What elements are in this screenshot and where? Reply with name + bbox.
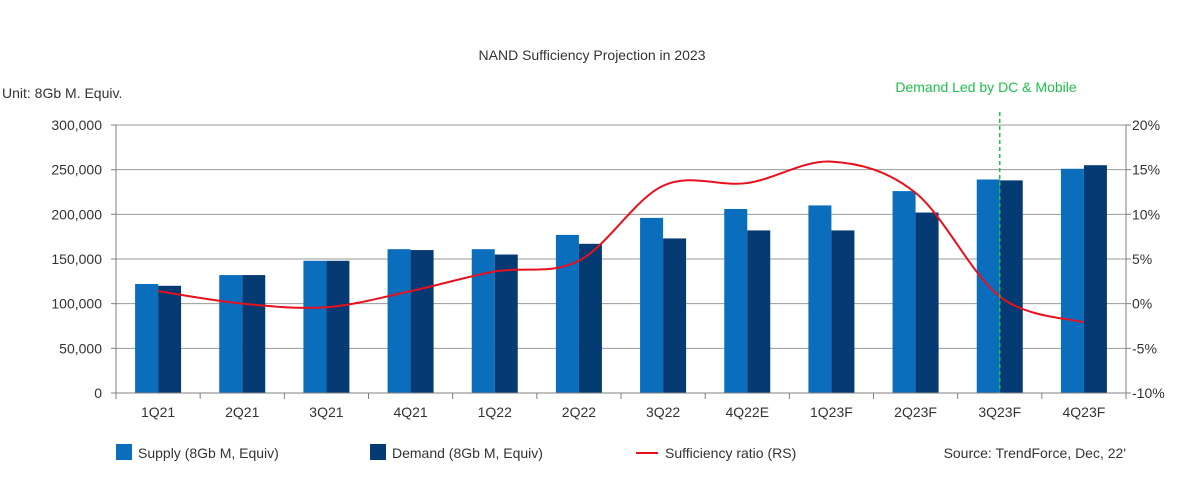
y-tick-label: 200,000 [51,206,102,222]
y-tick-label: 100,000 [51,296,102,312]
bar-supply [1060,168,1084,393]
annotation-label: Demand Led by DC & Mobile [895,79,1077,95]
gridlines [116,124,1126,349]
ratio-line-group [157,160,1085,324]
y2-tick-label: 20% [1132,117,1160,133]
y2-tick-label: 5% [1132,251,1152,267]
y2-tick-label: -5% [1132,340,1157,356]
unit-label: Unit: 8Gb M. Equiv. [2,85,122,101]
bar-supply [219,275,243,393]
bar-demand [326,260,350,393]
x-tick-label: 3Q23F [978,404,1021,420]
ratio-line [157,160,1085,324]
y2-tick-label: 10% [1132,206,1160,222]
y-tick-label: 50,000 [59,340,102,356]
source-note: Source: TrendForce, Dec, 22' [944,445,1126,461]
bar-demand [663,238,687,393]
legend: Supply (8Gb M, Equiv) Demand (8Gb M, Equ… [116,444,1126,461]
bar-demand [494,254,518,393]
y2-tick-label: -10% [1132,385,1165,401]
y-tick-label: 0 [94,385,102,401]
x-tick-label: 2Q23F [894,404,937,420]
legend-swatch-supply [116,444,132,460]
bar-supply [387,249,411,393]
y-axis-ticks: 0 50,000 100,000 150,000 200,000 250,000 300,0… [51,117,116,401]
bar-supply [724,208,748,393]
bar-demand [410,250,434,393]
bar-demand [578,243,602,393]
bar-supply [303,260,327,393]
bar-supply [808,205,832,393]
bars-group [135,165,1107,393]
x-tick-label: 3Q22 [646,404,680,420]
x-axis-ticks: 1Q21 2Q21 3Q21 4Q21 1Q22 2Q22 3Q22 4Q22E 1Q23F 2Q… [115,393,1127,420]
bar-demand [158,285,182,393]
legend-label-supply: Supply (8Gb M, Equiv) [138,445,279,461]
legend-label-demand: Demand (8Gb M, Equiv) [392,445,543,461]
bar-supply [640,217,664,393]
y-tick-label: 250,000 [51,162,102,178]
bar-demand [831,230,855,393]
y2-tick-label: 0% [1132,296,1152,312]
y-tick-label: 150,000 [51,251,102,267]
bar-supply [471,249,495,393]
bar-demand [747,230,771,393]
bar-supply [892,191,916,393]
bar-supply [135,284,159,393]
bar-demand [242,275,266,393]
bar-supply [555,234,579,393]
x-tick-label: 1Q21 [141,404,175,420]
y2-tick-label: 15% [1132,162,1160,178]
x-tick-label: 1Q23F [810,404,853,420]
x-tick-label: 2Q21 [225,404,259,420]
x-tick-label: 2Q22 [562,404,596,420]
x-tick-label: 1Q22 [478,404,512,420]
bar-demand [915,212,939,393]
y2-axis-ticks: -10% -5% 0% 5% 10% 15% 20% [1126,117,1165,401]
legend-label-ratio: Sufficiency ratio (RS) [665,445,796,461]
chart-title: NAND Sufficiency Projection in 2023 [479,47,706,63]
bar-demand [1083,165,1107,393]
y-tick-label: 300,000 [51,117,102,133]
x-tick-label: 4Q21 [393,404,427,420]
x-tick-label: 3Q21 [309,404,343,420]
legend-swatch-demand [370,444,386,460]
bar-demand [999,180,1023,393]
x-tick-label: 4Q23F [1063,404,1106,420]
x-tick-label: 4Q22E [725,404,769,420]
